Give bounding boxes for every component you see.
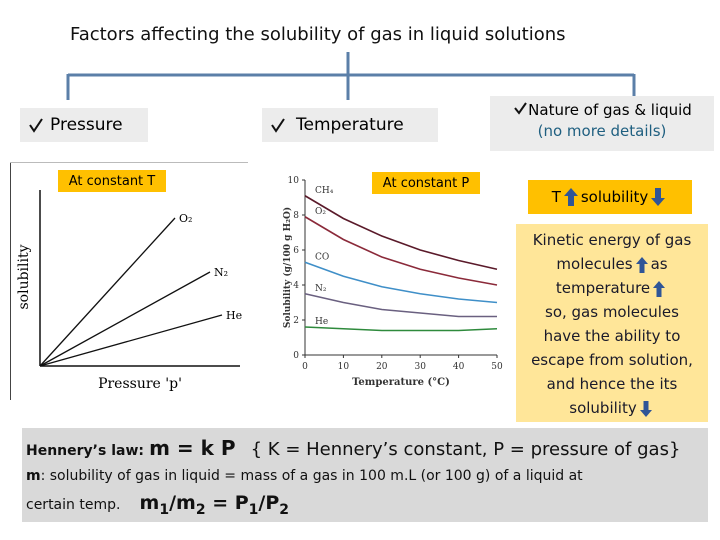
- series-label: CH₄: [315, 186, 334, 196]
- x-tick-label: 50: [491, 362, 503, 372]
- up-arrow: [653, 280, 666, 297]
- law-definition: { K = Hennery’s constant, P = pressure o…: [250, 439, 681, 460]
- check: [271, 118, 285, 133]
- series-label: O₂: [315, 207, 326, 217]
- text: temperature: [555, 279, 651, 297]
- law-box: Hennery’s law: m = k P { K = Hennery’s c…: [22, 428, 708, 522]
- y-axis-label: solubility: [16, 244, 32, 309]
- y-tick-label: 2: [293, 316, 299, 326]
- explanation-line: molecules as: [516, 252, 708, 276]
- pressure-line: [39, 217, 176, 367]
- y-tick-label: 10: [288, 176, 300, 186]
- explanation-line: temperature: [516, 276, 708, 300]
- series-line: [304, 195, 498, 271]
- x-tick-label: 20: [376, 362, 388, 372]
- summary-solubility: solubility: [580, 188, 649, 206]
- pressure-line: [39, 271, 211, 367]
- explanation-line: solubility: [516, 396, 708, 420]
- law-description: : solubility of gas in liquid = mass of …: [40, 468, 583, 484]
- nature-note: (no more details): [537, 122, 667, 140]
- ratio-part: /P: [258, 492, 280, 514]
- up-arrow: [635, 256, 648, 273]
- pressure-label: Pressure: [50, 115, 123, 135]
- y-tick-label: 0: [293, 351, 299, 361]
- title: Factors affecting the solubility of gas …: [70, 24, 566, 45]
- y-axis-label: Solubility (g/100 g H₂O): [282, 207, 293, 328]
- text: and hence the its: [546, 375, 678, 393]
- series-line: [304, 292, 497, 318]
- explanation-line: have the ability to: [516, 324, 708, 348]
- line-label: O₂: [179, 212, 192, 225]
- ratio: m1/m2 = P1/P2: [139, 492, 290, 518]
- temperature-box: Temperature: [262, 108, 438, 142]
- note-constant-p: At constant P: [372, 172, 480, 194]
- ratio-part: = P: [205, 492, 249, 514]
- ratio-sub: 1: [159, 501, 170, 518]
- summary-t: T: [551, 188, 561, 206]
- series-line: [304, 216, 498, 286]
- x-axis-label: Pressure 'p': [98, 376, 182, 392]
- explanation-box: Kinetic energy of gas molecules as temper…: [516, 224, 708, 422]
- ratio-part: m: [139, 492, 160, 514]
- check: [514, 102, 527, 115]
- text: as: [650, 255, 668, 273]
- ratio-sub: 2: [279, 501, 290, 518]
- series-label: He: [315, 317, 328, 327]
- down-arrow: [639, 400, 652, 417]
- up-arrow: [563, 188, 578, 206]
- nature-label: Nature of gas & liquid: [528, 101, 692, 119]
- law-description-end: certain temp.: [26, 497, 121, 513]
- pressure-line: [39, 314, 223, 367]
- line-label: He: [226, 309, 242, 322]
- series-label: CO: [315, 252, 329, 262]
- x-tick-label: 0: [302, 362, 308, 372]
- down-arrow: [651, 188, 666, 206]
- y-tick-label: 6: [293, 246, 299, 256]
- law-name: Hennery’s law:: [26, 443, 144, 459]
- y-tick-label: 8: [293, 211, 299, 221]
- text: Kinetic energy of gas: [532, 231, 692, 249]
- x-axis-label: Temperature (°C): [352, 377, 450, 388]
- x-tick-label: 40: [453, 362, 465, 372]
- ratio-sub: 2: [195, 501, 206, 518]
- y-tick-label: 4: [293, 281, 299, 291]
- line-label: N₂: [214, 266, 228, 279]
- text: escape from solution,: [531, 351, 693, 369]
- x-tick-label: 30: [414, 362, 426, 372]
- nature-box: Nature of gas & liquid (no more details): [490, 96, 714, 151]
- text: molecules: [556, 255, 633, 273]
- series-line: [304, 261, 498, 304]
- note-constant-t: At constant T: [58, 170, 166, 192]
- ratio-part: /m: [169, 492, 196, 514]
- ratio-sub: 1: [248, 501, 259, 518]
- explanation-line: so, gas molecules: [516, 300, 708, 324]
- summary-box: T solubility: [528, 180, 692, 214]
- explanation-line: Kinetic energy of gas: [516, 228, 708, 252]
- pressure-chart: solubility Pressure 'p' O₂ N₂ He: [10, 162, 248, 400]
- series-label: N₂: [315, 284, 327, 294]
- law-formula: m = k P: [149, 436, 236, 460]
- law-symbol: m: [26, 468, 41, 484]
- text: so, gas molecules: [545, 303, 679, 321]
- series-line: [304, 326, 498, 332]
- check: [29, 118, 43, 133]
- text: solubility: [569, 399, 637, 417]
- explanation-line: and hence the its: [516, 372, 708, 396]
- pressure-box: Pressure: [20, 108, 148, 142]
- text: have the ability to: [543, 327, 681, 345]
- temperature-label: Temperature: [296, 115, 404, 135]
- x-tick-label: 10: [338, 362, 350, 372]
- explanation-line: escape from solution,: [516, 348, 708, 372]
